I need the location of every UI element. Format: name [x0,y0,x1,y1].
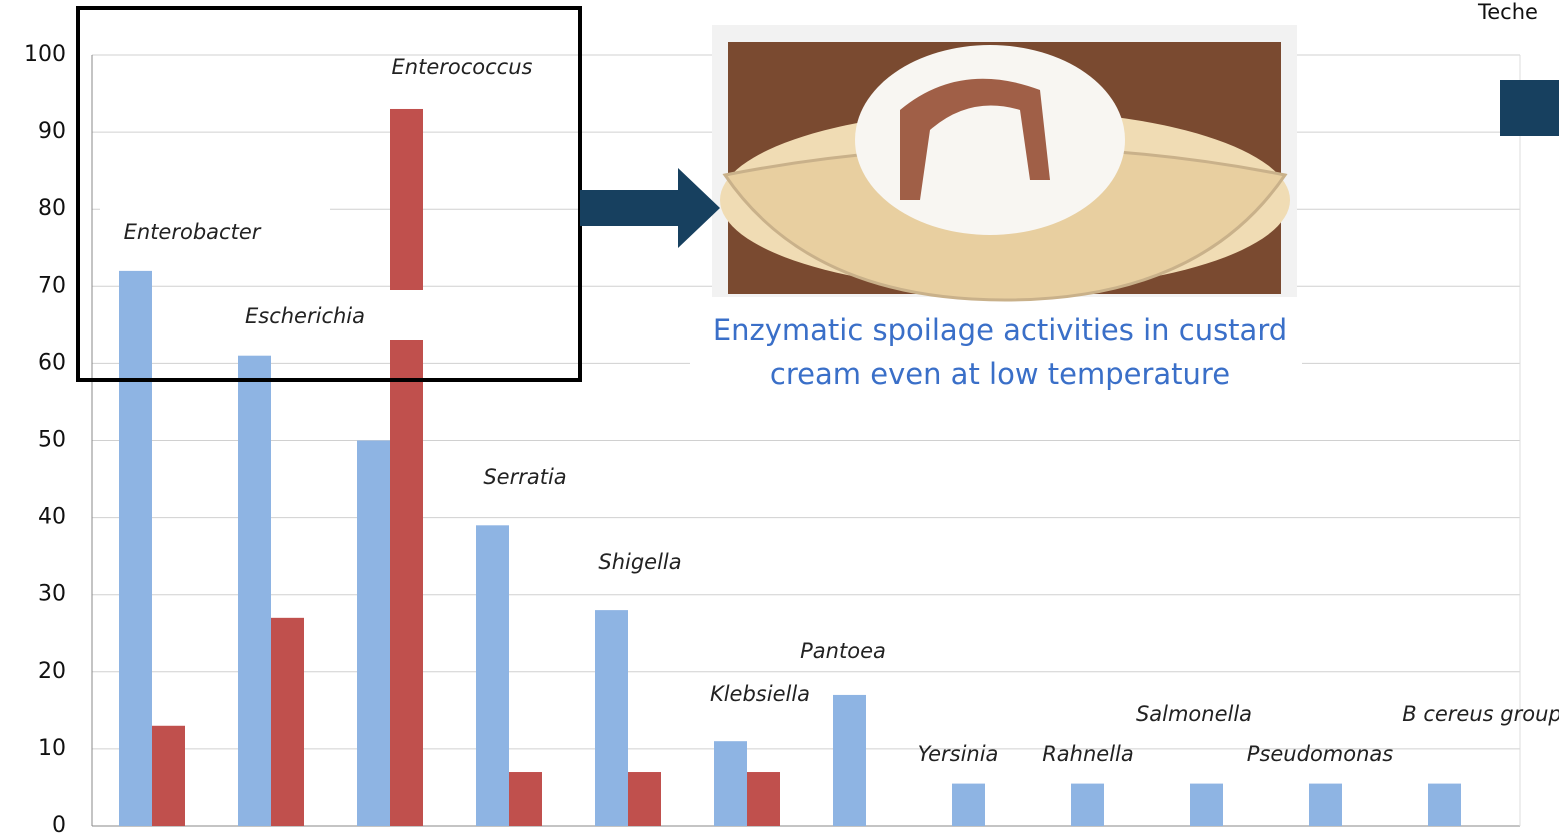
caption: Enzymatic spoilage activities in custard… [712,313,1288,391]
bar [271,617,304,826]
category-label: Shigella [598,550,681,574]
y-tick-label: 80 [38,196,66,221]
bar [1071,783,1104,826]
y-tick-label: 20 [38,659,66,684]
label-backdrop [230,290,430,340]
category-label: Enterococcus [392,55,533,79]
y-tick-label: 50 [38,428,66,453]
bar [952,783,985,826]
category-label: Klebsiella [710,682,810,706]
bar [833,694,866,826]
bar [595,610,628,826]
y-tick-label: 100 [24,42,66,67]
category-label: B cereus group [1402,702,1559,726]
category-label: Escherichia [245,304,365,328]
category-label: Enterobacter [124,220,262,244]
bar [1190,783,1223,826]
bar [390,108,423,827]
picture [712,25,1297,302]
y-tick-label: 60 [38,350,66,375]
caramel [900,78,1050,200]
ice-cream [855,45,1125,235]
y-tick-label: 10 [38,736,66,761]
bar [119,270,152,826]
bar [714,741,747,826]
bar [1309,783,1342,826]
category-label: Yersinia [918,742,999,766]
bar [238,355,271,826]
y-tick-label: 0 [52,813,66,838]
y-tick-label: 70 [38,273,66,298]
corner-box [1500,80,1559,136]
bar [628,772,661,826]
category-label: Pantoea [800,639,886,663]
bar [1428,783,1461,826]
category-label: Serratia [483,465,566,489]
bar [152,725,185,826]
y-tick-label: 90 [38,119,66,144]
y-tick-label: 40 [38,505,66,530]
corner-text: Teche [1478,0,1538,24]
bar [747,772,780,826]
y-tick-label: 30 [38,582,66,607]
label-backdrop [100,208,330,258]
category-label: Pseudomonas [1247,742,1393,766]
bar [476,525,509,826]
category-label: Rahnella [1042,742,1134,766]
bar [357,440,390,826]
arrow [580,168,720,248]
caption-backdrop [690,294,1302,440]
bar [509,772,542,826]
category-label: Salmonella [1136,702,1252,726]
